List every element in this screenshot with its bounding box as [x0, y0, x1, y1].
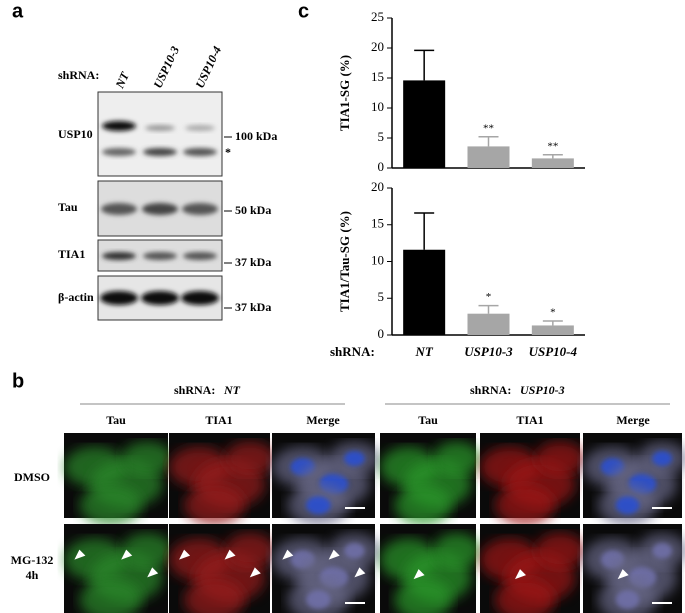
significance: **: [483, 122, 494, 134]
group-prefix: shRNA:: [174, 383, 215, 397]
marker-label: 50 kDa: [235, 203, 271, 217]
x-tick-label: NT: [414, 344, 433, 359]
significance: *: [486, 291, 492, 303]
y-tick-label: 20: [371, 179, 384, 194]
y-tick-label: 15: [371, 69, 384, 84]
cell: [79, 578, 142, 613]
bar: [467, 146, 510, 168]
cell: [184, 484, 245, 526]
cell: [121, 532, 174, 569]
arrowhead: [249, 567, 261, 578]
marker-label: 37 kDa: [235, 255, 271, 269]
blot-shrna-label: shRNA:: [58, 68, 99, 82]
row-label: 4h: [26, 568, 39, 582]
column-label: Merge: [616, 413, 650, 427]
row-label: DMSO: [14, 470, 50, 484]
lane-label: USP10-4: [193, 44, 225, 90]
y-tick-label: 15: [371, 216, 384, 231]
arrowhead: [328, 549, 340, 560]
y-tick-label: 20: [371, 39, 384, 54]
marker-label: *: [225, 145, 231, 159]
blot-box: [97, 91, 223, 177]
y-axis-label: TIA1-SG (%): [337, 55, 352, 131]
cell: [432, 532, 481, 569]
nucleus: [305, 496, 331, 515]
y-tick-label: 5: [378, 289, 385, 304]
blot-row-label: β-actin: [58, 290, 94, 304]
arrowhead: [179, 549, 191, 560]
cell: [394, 484, 453, 526]
bar: [531, 325, 574, 335]
group-name: USP10-3: [520, 383, 565, 397]
nucleus: [615, 590, 640, 609]
nucleus: [615, 496, 640, 515]
column-label: Merge: [306, 413, 340, 427]
marker-label: 37 kDa: [235, 300, 271, 314]
significance: *: [550, 307, 556, 319]
significance: **: [547, 140, 558, 152]
blot-row-label: USP10: [58, 127, 93, 141]
cell: [121, 441, 174, 476]
bar: [403, 80, 446, 168]
arrowhead: [224, 549, 236, 560]
western-blot: shRNA: NT USP10-3 USP10-4 USP10 Tau TIA1…: [58, 44, 277, 321]
cell: [394, 578, 452, 613]
bar: [467, 313, 510, 335]
nucleus: [344, 451, 365, 466]
panel-letter: a: [12, 0, 24, 22]
blot-row-label: TIA1: [58, 247, 85, 261]
group-prefix: shRNA:: [470, 383, 511, 397]
x-axis-label: shRNA:: [330, 344, 375, 359]
arrowhead: [617, 569, 629, 580]
nucleus: [305, 590, 331, 609]
panel-letter: b: [12, 370, 24, 392]
marker-label: 100 kDa: [235, 129, 277, 143]
y-axis-label: TIA1/Tau-SG (%): [337, 211, 352, 312]
y-tick-label: 0: [378, 159, 385, 174]
arrowhead: [147, 567, 159, 578]
arrowhead: [121, 549, 133, 560]
nucleus: [652, 542, 673, 559]
nucleus: [652, 451, 673, 466]
y-tick-label: 10: [371, 252, 384, 267]
cell: [535, 532, 585, 569]
microscopy: shRNA: NT shRNA: USP10-3 Tau TIA1 Merge …: [11, 383, 685, 613]
blot-row-label: Tau: [58, 200, 78, 214]
y-tick-label: 10: [371, 99, 384, 114]
x-tick-label: USP10-4: [529, 344, 578, 359]
panel-letter: c: [298, 0, 309, 22]
cell: [495, 484, 555, 526]
column-label: TIA1: [205, 413, 232, 427]
cell: [432, 441, 481, 476]
lane-label: USP10-3: [151, 44, 183, 90]
arrowhead: [354, 567, 366, 578]
column-label: TIA1: [516, 413, 543, 427]
y-tick-label: 5: [378, 129, 385, 144]
nucleus: [344, 542, 365, 559]
row-label: MG-132: [11, 553, 54, 567]
y-tick-label: 25: [371, 9, 384, 24]
y-tick-label: 0: [378, 326, 385, 341]
arrowhead: [413, 569, 425, 580]
arrowhead: [74, 549, 86, 560]
arrowhead: [282, 549, 294, 560]
cell: [535, 441, 585, 476]
lane-label: NT: [112, 69, 132, 91]
cell: [224, 441, 276, 476]
column-label: Tau: [106, 413, 126, 427]
cell: [495, 578, 555, 613]
group-name: NT: [223, 383, 241, 397]
column-label: Tau: [418, 413, 438, 427]
arrowhead: [515, 569, 526, 580]
cell: [79, 484, 142, 526]
cell: [224, 532, 276, 569]
bar: [403, 249, 446, 335]
cell: [184, 578, 245, 613]
x-tick-label: USP10-3: [464, 344, 513, 359]
bar: [531, 158, 574, 168]
